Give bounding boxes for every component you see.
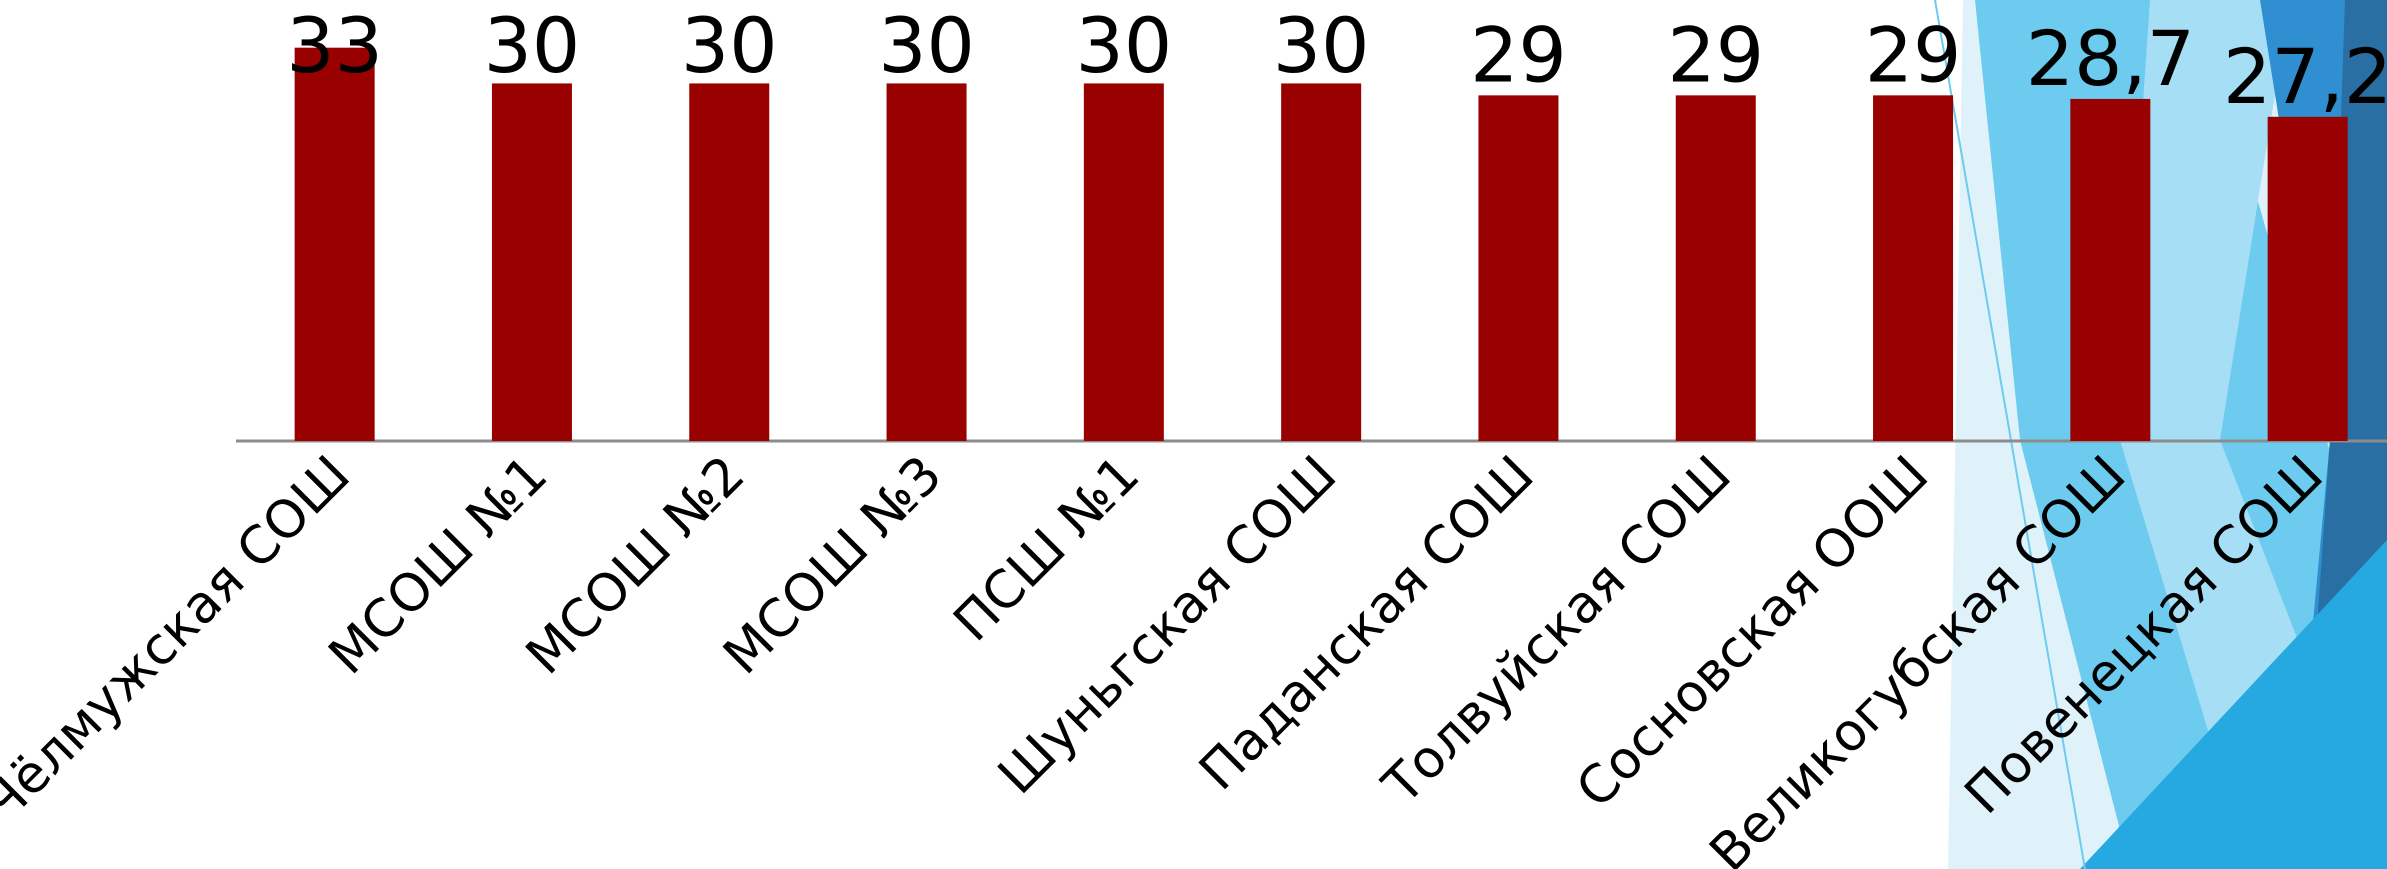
value-label: 29	[1470, 10, 1567, 99]
x-tick-label: Чёлмужская СОШ	[0, 445, 362, 834]
x-tick-label: Шуньгская СОШ	[987, 445, 1348, 806]
bg-shape	[2120, 0, 2387, 869]
bar	[2267, 116, 2348, 441]
x-tick-label: Толвуйская СОШ	[1371, 445, 1743, 817]
x-tick-label: ПСШ №1	[943, 445, 1151, 653]
bar	[1478, 95, 1559, 441]
bar	[1873, 95, 1954, 441]
bg-line	[1934, 0, 2086, 869]
value-label: 30	[1075, 1, 1172, 90]
value-label: 30	[1273, 1, 1370, 90]
value-label: 29	[1667, 10, 1764, 99]
value-label: 30	[681, 1, 778, 90]
bar	[1281, 83, 1362, 441]
bar	[2070, 98, 2151, 441]
value-label: 30	[484, 1, 581, 90]
value-label: 28,7	[2026, 14, 2195, 103]
value-label: 33	[286, 1, 383, 90]
bar	[491, 83, 572, 441]
x-tick-label: Сосновская ООШ	[1565, 445, 1940, 820]
bg-shape	[2080, 540, 2387, 869]
bar	[689, 83, 770, 441]
value-label: 30	[878, 1, 975, 90]
bar	[886, 83, 967, 441]
value-label: 29	[1865, 10, 1962, 99]
x-tick-label: Паданская СОШ	[1188, 445, 1545, 802]
value-label: 27,2	[2223, 32, 2387, 121]
bar	[294, 47, 375, 442]
bar	[1083, 83, 1164, 441]
bar	[1675, 95, 1756, 441]
